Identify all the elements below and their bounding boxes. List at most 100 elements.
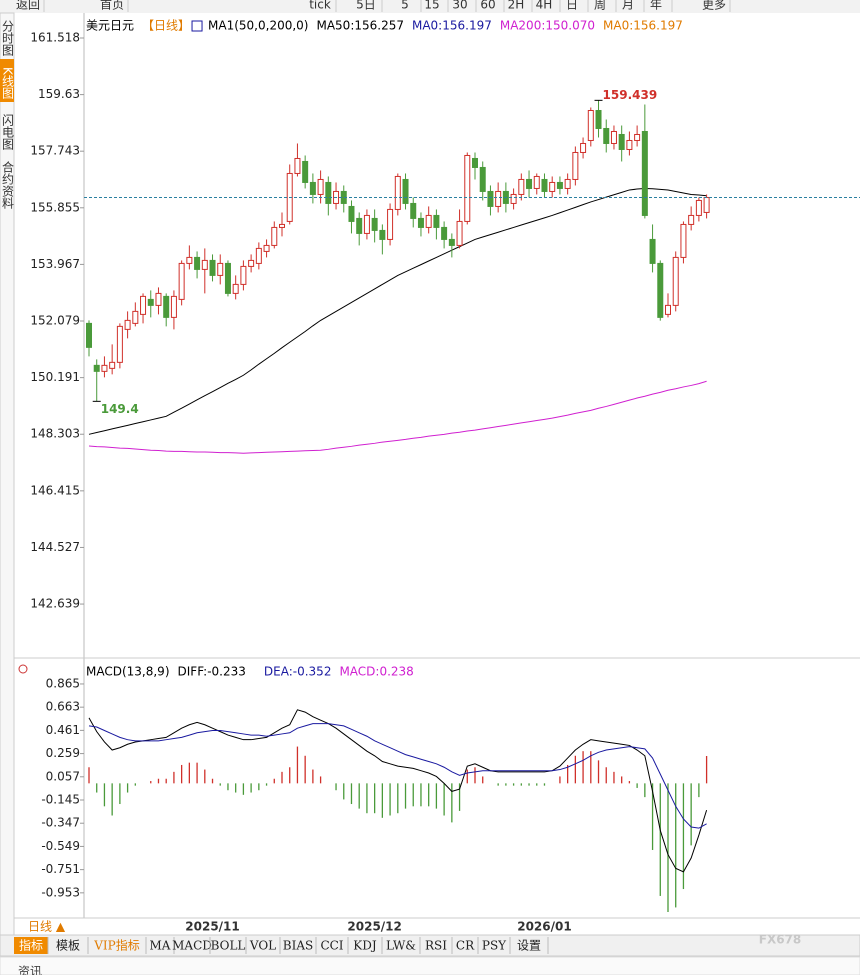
candle-body <box>309 181 316 195</box>
y-tick-label: 144.527 <box>30 540 80 554</box>
candle-body <box>209 259 216 276</box>
header-label: MA1(50,0,200,0) <box>208 19 308 33</box>
footer-tab[interactable]: 资讯 <box>18 965 42 975</box>
sidebar-tab[interactable]: 闪电图 <box>1 114 15 150</box>
candle-body <box>93 364 100 372</box>
y-tick-label: -0.145 <box>41 793 80 807</box>
settings-icon[interactable] <box>18 664 28 674</box>
y-tick-label: 146.415 <box>30 483 80 497</box>
y-tick-label: 148.303 <box>30 427 80 441</box>
candle-body <box>472 157 478 168</box>
y-tick-label: 155.855 <box>30 200 80 214</box>
toolbar-button[interactable]: 5 <box>401 0 409 12</box>
candle-body <box>387 208 394 240</box>
candle-body <box>155 292 162 306</box>
candle-body <box>224 262 231 294</box>
candle-body <box>533 175 540 189</box>
candle-body <box>379 229 386 240</box>
bottom-tab[interactable]: 模板 <box>56 939 80 953</box>
candle-body <box>186 256 193 264</box>
toolbar-button[interactable]: 更多 <box>702 0 726 12</box>
header-label: MACD(13,8,9) <box>86 665 170 679</box>
candle-body <box>232 283 239 294</box>
bottom-tab[interactable]: BIAS <box>283 939 313 953</box>
bottom-tab[interactable]: RSI <box>425 939 447 953</box>
y-tick-label: -0.549 <box>41 839 80 853</box>
sidebar-tab[interactable]: 分时图 <box>1 20 15 56</box>
tab-active <box>14 937 48 954</box>
header-label: MA50:156.257 <box>316 19 404 33</box>
header-label: DEA:-0.352 <box>264 665 332 679</box>
candle-body <box>116 325 123 363</box>
candle-body <box>657 262 664 318</box>
bottom-tab[interactable]: MACD <box>172 939 212 953</box>
period-button[interactable]: 日线 ▲ <box>28 920 66 934</box>
sidebar-tab[interactable]: 合约资料 <box>1 160 15 209</box>
candle-body <box>371 217 378 231</box>
candle-body <box>363 214 370 234</box>
header-label: MA0:156.197 <box>603 19 683 33</box>
candle-body <box>433 214 440 228</box>
candle-body <box>487 190 494 207</box>
toolbar-button[interactable]: 60 <box>480 0 495 12</box>
sidebar-active <box>0 59 14 102</box>
bottom-tab[interactable]: VOL <box>249 939 276 953</box>
candle-body <box>672 256 679 306</box>
candle-body <box>495 190 502 207</box>
candle-body <box>556 181 563 189</box>
line-series <box>88 709 708 873</box>
candle-body <box>526 178 533 189</box>
sidebar-tab[interactable]: K线图 <box>1 67 15 99</box>
header-label: 美元日元 <box>86 19 134 33</box>
candle-body <box>448 238 455 246</box>
toolbar-button[interactable]: 年 <box>650 0 662 12</box>
candle-body <box>703 197 710 213</box>
candle-body <box>147 298 154 306</box>
bottom-tab[interactable]: 设置 <box>517 939 541 953</box>
bottom-tab[interactable]: KDJ <box>353 939 377 953</box>
toolbar-button[interactable]: 15 <box>424 0 439 12</box>
candle-body <box>394 175 401 210</box>
y-tick-label: -0.751 <box>41 862 80 876</box>
candle-body <box>356 217 363 234</box>
candle-body <box>649 238 656 264</box>
bottom-tab[interactable]: MA <box>150 939 171 953</box>
x-tick-label: 2025/11 <box>185 920 239 934</box>
candle-body <box>348 205 355 222</box>
candle-body <box>680 223 687 258</box>
bottom-tab[interactable]: CR <box>456 939 475 953</box>
toolbar-button[interactable]: 日 <box>566 0 578 12</box>
x-tick-label: 2025/12 <box>347 920 401 934</box>
candle-body <box>456 220 463 246</box>
candle-body <box>518 178 525 195</box>
footer-bar <box>0 956 860 975</box>
candle-body <box>634 133 641 141</box>
candle-body <box>170 295 177 318</box>
toolbar-button[interactable]: tick <box>309 0 331 12</box>
toolbar-button[interactable]: 月 <box>622 0 634 12</box>
y-tick-label: 161.518 <box>30 30 80 44</box>
bottom-tab[interactable]: CCI <box>320 939 343 953</box>
candle-body <box>101 364 108 372</box>
bottom-tab[interactable]: LW& <box>386 939 416 953</box>
toolbar-button[interactable]: 30 <box>452 0 467 12</box>
bottom-tab[interactable]: PSY <box>482 939 507 953</box>
bottom-tab[interactable]: 指标 <box>19 938 43 953</box>
toolbar <box>0 0 860 13</box>
candle-body <box>109 361 116 369</box>
candle-body <box>610 130 617 144</box>
bottom-tab[interactable]: VIP指标 <box>93 938 139 953</box>
bottom-tab[interactable]: BOLL <box>211 939 246 953</box>
toolbar-button[interactable]: 2H <box>508 0 525 12</box>
candle-body <box>417 217 424 228</box>
toolbar-button[interactable]: 首页 <box>100 0 124 12</box>
candle-body <box>178 262 185 300</box>
watermark: FX678 <box>759 933 802 947</box>
toolbar-button[interactable]: 周 <box>594 0 606 12</box>
toolbar-button[interactable]: 5日 <box>356 0 376 12</box>
toolbar-button[interactable]: 返回 <box>16 0 40 12</box>
candle-body <box>240 265 247 285</box>
toolbar-button[interactable]: 4H <box>536 0 553 12</box>
candle-body <box>194 256 201 270</box>
candle-body <box>549 181 556 192</box>
